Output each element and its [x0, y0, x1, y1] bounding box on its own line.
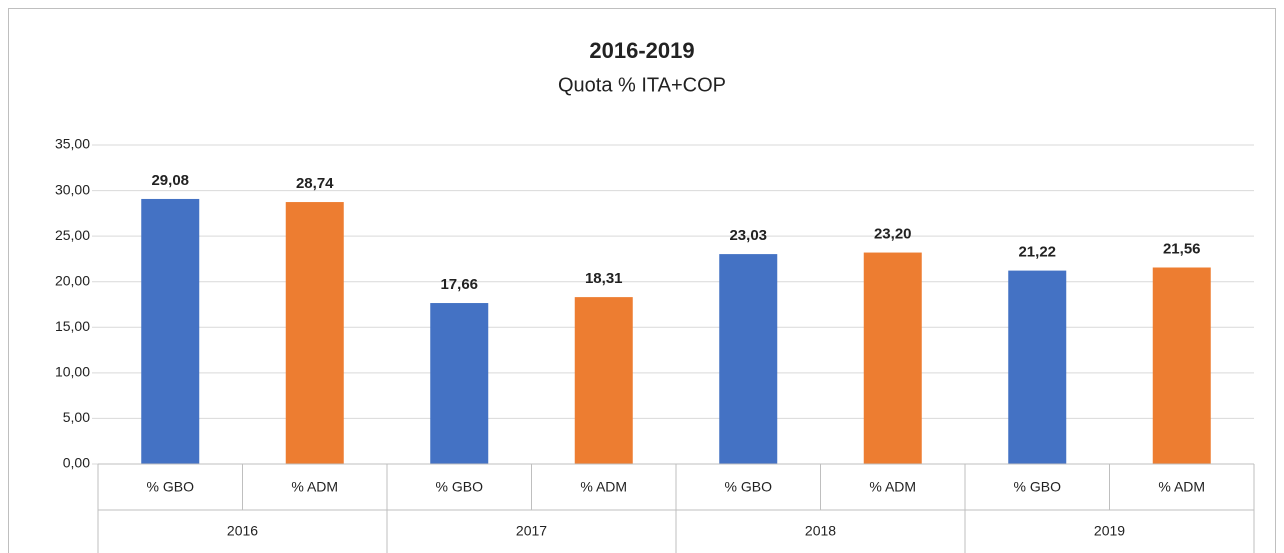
x-tick-label: % ADM: [580, 479, 627, 495]
y-tick-label: 30,00: [55, 181, 90, 197]
x-tick-label: % GBO: [725, 479, 773, 495]
data-label: 21,56: [1163, 240, 1201, 257]
x-group-label: 2019: [1094, 523, 1125, 539]
bar: [574, 297, 633, 464]
x-group-label: 2018: [805, 523, 836, 539]
x-tick-label: % GBO: [147, 479, 195, 495]
chart-title: 2016-2019: [589, 38, 694, 63]
x-tick-label: % GBO: [436, 479, 484, 495]
data-label: 17,66: [440, 276, 478, 293]
bar: [430, 303, 489, 464]
bar: [1152, 267, 1211, 464]
y-tick-label: 10,00: [55, 364, 90, 380]
x-tick-label: % ADM: [291, 479, 338, 495]
bar: [719, 254, 778, 464]
data-label: 21,22: [1018, 244, 1056, 261]
data-label: 23,20: [874, 226, 912, 243]
y-tick-label: 25,00: [55, 227, 90, 243]
bar: [863, 252, 922, 464]
y-tick-label: 0,00: [63, 455, 90, 471]
bar: [1008, 270, 1067, 464]
bar: [141, 198, 200, 464]
x-group-label: 2017: [516, 523, 547, 539]
y-tick-label: 35,00: [55, 136, 90, 152]
x-tick-label: % ADM: [869, 479, 916, 495]
chart-subtitle: Quota % ITA+COP: [558, 74, 726, 96]
x-tick-label: % GBO: [1014, 479, 1062, 495]
data-label: 29,08: [151, 172, 189, 189]
y-tick-label: 5,00: [63, 409, 90, 425]
y-tick-label: 15,00: [55, 318, 90, 334]
bar: [285, 202, 344, 465]
data-label: 28,74: [296, 175, 334, 192]
x-group-label: 2016: [227, 523, 258, 539]
y-tick-label: 20,00: [55, 272, 90, 288]
data-label: 18,31: [585, 270, 623, 287]
data-label: 23,03: [729, 227, 767, 244]
x-tick-label: % ADM: [1158, 479, 1205, 495]
